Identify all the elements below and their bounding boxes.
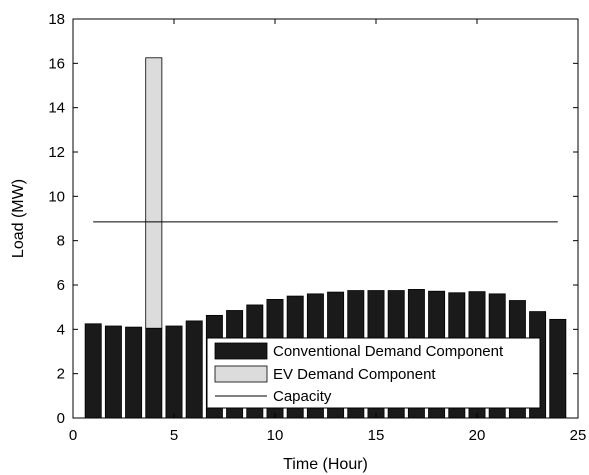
y-tick-label: 4: [57, 321, 65, 338]
legend-label-capacity: Capacity: [273, 388, 332, 405]
x-tick-label: 25: [570, 427, 587, 444]
y-tick-label: 18: [48, 11, 65, 28]
y-tick-label: 10: [48, 188, 65, 205]
y-axis-label: Load (MW): [10, 179, 27, 258]
tick-marks: [72, 18, 579, 419]
bar-conventional-hour-6: [185, 320, 203, 419]
bar-conventional-hour-2: [104, 325, 122, 419]
x-tick-label: 5: [170, 427, 178, 444]
legend: Conventional Demand Component EV Demand …: [206, 337, 541, 409]
y-tick-labels: 0 2 4 6 8 10 12 14 16 18: [48, 11, 65, 427]
y-tick-label: 6: [57, 277, 65, 294]
bar-conventional-hour-1: [84, 323, 102, 419]
x-tick-label: 15: [368, 427, 385, 444]
legend-label-conventional: Conventional Demand Component: [273, 343, 504, 360]
x-tick-label: 10: [267, 427, 284, 444]
y-tick-label: 12: [48, 144, 65, 161]
bar-ev-hour-4: [145, 57, 163, 329]
legend-swatch-conventional: [214, 342, 268, 360]
legend-swatch-ev: [214, 365, 268, 383]
bar-conventional-hour-3: [125, 326, 143, 419]
legend-label-ev: EV Demand Component: [273, 366, 436, 383]
x-tick-label: 0: [69, 427, 77, 444]
bar-conventional-hour-5: [165, 325, 183, 419]
x-axis-label: Time (Hour): [283, 456, 368, 473]
x-tick-label: 20: [469, 427, 486, 444]
x-tick-labels: 0 5 10 15 20 25: [69, 427, 587, 444]
y-tick-label: 14: [48, 100, 65, 117]
y-tick-label: 2: [57, 366, 65, 383]
y-tick-label: 0: [57, 410, 65, 427]
plot-frame: [72, 18, 579, 419]
bar-conventional-hour-4: [145, 327, 163, 419]
y-tick-label: 16: [48, 55, 65, 72]
bar-conventional-hour-24: [549, 318, 567, 419]
y-tick-label: 8: [57, 233, 65, 250]
